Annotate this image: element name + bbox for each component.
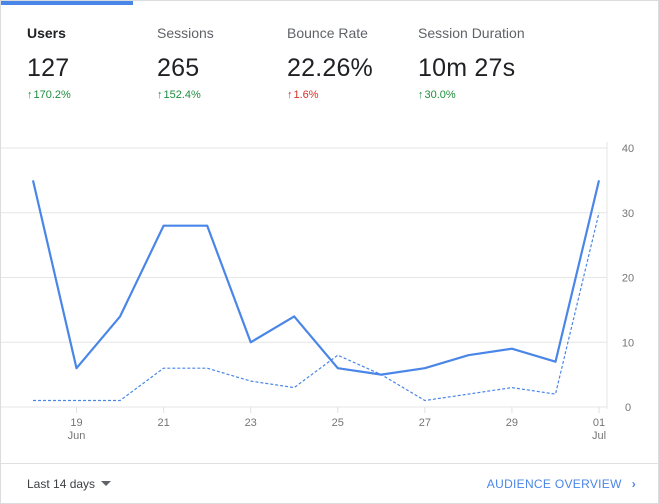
y-tick-label: 20 — [622, 273, 634, 285]
arrow-up-icon: ↑ — [418, 89, 424, 101]
metric-value: 22.26% — [287, 54, 373, 82]
y-axis: 40 30 20 10 0 — [622, 143, 634, 414]
audience-overview-label: AUDIENCE OVERVIEW — [486, 477, 622, 491]
x-tick-label: 25 — [332, 417, 344, 429]
series-line-comparison — [33, 212, 600, 402]
x-tick-month-label: Jul — [592, 430, 606, 442]
metric-tab-bounce-rate[interactable]: Bounce Rate 22.26% ↑1.6% — [287, 25, 412, 101]
date-range-dropdown[interactable]: Last 14 days — [27, 477, 112, 491]
chart-series — [31, 180, 601, 402]
metric-value: 10m 27s — [418, 54, 516, 82]
metric-change: ↑170.2% — [27, 89, 152, 101]
active-tab-indicator — [1, 1, 133, 5]
metric-label: Sessions — [157, 25, 214, 41]
arrow-up-icon: ↑ — [157, 89, 163, 101]
y-tick-label: 40 — [622, 143, 634, 155]
series-line-primary — [31, 180, 601, 376]
metric-change-value: 170.2% — [33, 89, 71, 101]
metric-change-value: 1.6% — [293, 89, 319, 101]
metric-tab-session-duration[interactable]: Session Duration 10m 27s ↑30.0% — [418, 25, 578, 101]
date-range-label: Last 14 days — [27, 477, 96, 491]
x-tick-label: 19 — [70, 417, 82, 429]
chevron-right-icon: › — [631, 477, 636, 491]
metric-change-value: 30.0% — [424, 89, 456, 101]
audience-overview-link[interactable]: AUDIENCE OVERVIEW › — [487, 477, 636, 491]
caret-down-icon — [101, 481, 112, 486]
x-tick-label: 01 — [593, 417, 605, 429]
card-footer: Last 14 days AUDIENCE OVERVIEW › — [1, 463, 658, 504]
metric-label: Users — [27, 25, 66, 41]
y-tick-label: 10 — [622, 337, 634, 349]
chart-grid — [1, 142, 608, 409]
arrow-up-icon: ↑ — [287, 89, 293, 101]
x-tick-month-label: Jun — [68, 430, 86, 442]
metric-tabs: Users 127 ↑170.2% Sessions 265 ↑152.4% B… — [1, 1, 658, 121]
metric-label: Bounce Rate — [287, 25, 368, 41]
metric-value: 127 — [27, 54, 70, 82]
metric-change: ↑152.4% — [157, 89, 282, 101]
metric-value: 265 — [157, 54, 200, 82]
arrow-up-icon: ↑ — [27, 89, 33, 101]
metric-label: Session Duration — [418, 25, 525, 41]
y-tick-label: 30 — [622, 208, 634, 220]
x-tick-label: 29 — [506, 417, 518, 429]
x-tick-label: 21 — [157, 417, 169, 429]
x-tick-label: 23 — [245, 417, 257, 429]
x-tick-label: 27 — [419, 417, 431, 429]
metric-tab-sessions[interactable]: Sessions 265 ↑152.4% — [157, 25, 282, 101]
metric-tab-users[interactable]: Users 127 ↑170.2% — [27, 25, 152, 101]
metric-change: ↑30.0% — [418, 89, 578, 101]
y-tick-label: 0 — [625, 402, 631, 414]
metric-change: ↑1.6% — [287, 89, 412, 101]
metric-change-value: 152.4% — [163, 89, 201, 101]
